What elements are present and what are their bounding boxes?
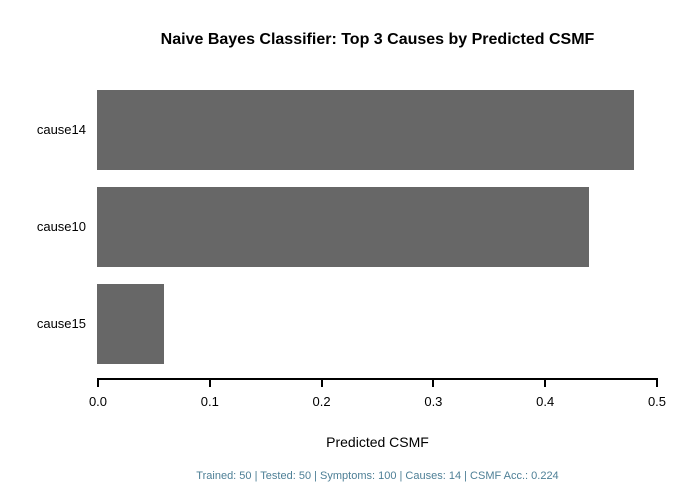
x-axis-tick [656, 380, 658, 387]
x-axis-tick-label: 0.5 [647, 394, 667, 409]
x-axis-tick-label: 0.0 [88, 394, 108, 409]
y-axis-label: cause10 [36, 219, 86, 234]
chart-title: Naive Bayes Classifier: Top 3 Causes by … [160, 31, 595, 48]
x-axis-tick-label: 0.4 [536, 394, 555, 409]
x-axis-tick-label: 0.1 [200, 394, 219, 409]
y-axis-label: cause14 [36, 122, 86, 137]
y-axis-label: cause15 [36, 316, 86, 331]
x-axis-line [97, 378, 658, 380]
x-axis-tick [544, 380, 547, 387]
bar [97, 284, 164, 364]
x-axis-tick [208, 380, 211, 387]
bar [97, 90, 634, 170]
x-axis-tick [97, 380, 99, 387]
x-axis-tick-label: 0.3 [424, 394, 443, 409]
x-axis-title: Predicted CSMF [326, 434, 429, 450]
x-axis-tick-label: 0.2 [312, 394, 331, 409]
footer-stats: Trained: 50 | Tested: 50 | Symptoms: 100… [196, 470, 559, 482]
x-axis-tick [320, 380, 323, 387]
x-axis-tick [432, 380, 435, 387]
bar [97, 187, 589, 267]
